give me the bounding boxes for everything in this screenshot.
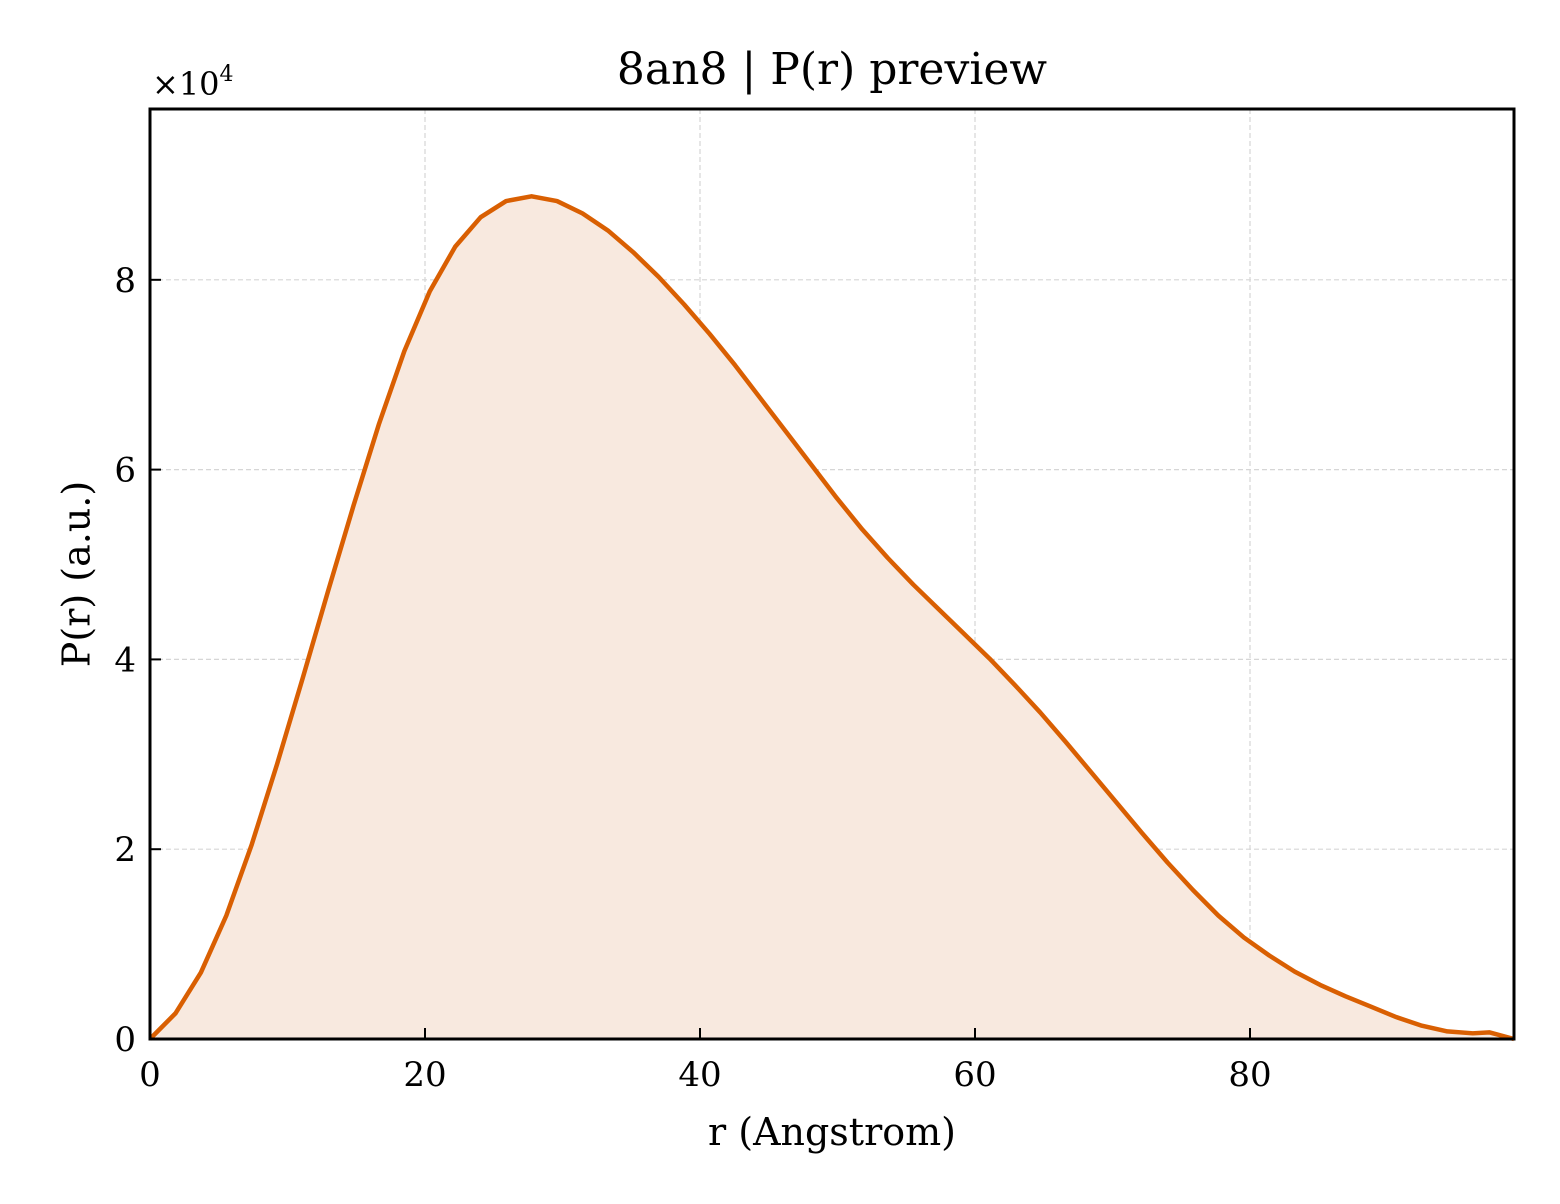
x-tick-label: 40	[678, 1055, 721, 1095]
x-axis-label: r (Angstrom)	[708, 1110, 956, 1154]
x-tick-label: 60	[953, 1055, 996, 1095]
chart-title: 8an8 | P(r) preview	[617, 44, 1048, 95]
y-tick-label: 4	[114, 640, 136, 680]
plot-frame	[148, 107, 1516, 1041]
y-tick-label: 2	[114, 830, 136, 870]
y-tick-label: 6	[114, 451, 136, 491]
series-line	[148, 194, 1515, 1042]
y-axis-label: P(r) (a.u.)	[55, 481, 99, 667]
x-tick-label: 0	[139, 1055, 161, 1095]
y-offset-exponent: 4	[220, 62, 234, 87]
area-fill	[150, 196, 1514, 1039]
y-tick-label: 8	[114, 261, 136, 301]
y-tick-label: 0	[114, 1020, 136, 1060]
y-offset-base: ×10	[152, 65, 220, 103]
tick-labels: 0 20 40 60 80 0 2 4 6 8	[114, 261, 1271, 1095]
tick-marks	[149, 278, 1251, 1040]
x-tick-label: 80	[1228, 1055, 1271, 1095]
y-offset-text: ×104	[152, 62, 234, 103]
x-tick-label: 20	[403, 1055, 446, 1095]
